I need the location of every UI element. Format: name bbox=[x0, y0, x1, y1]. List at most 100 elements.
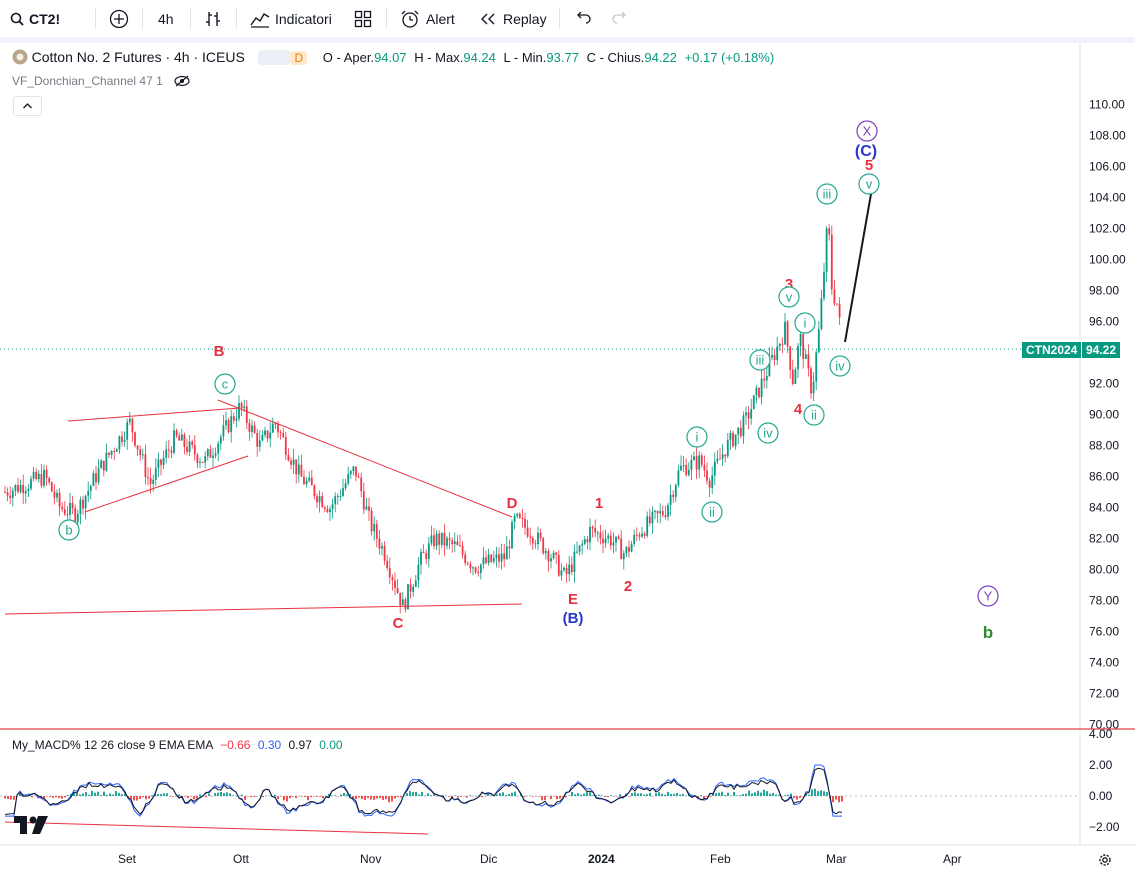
unit-selector[interactable]: lb bbox=[1083, 71, 1127, 91]
candle-body bbox=[755, 387, 758, 396]
macd-histogram-bar bbox=[178, 794, 180, 796]
redo-button[interactable] bbox=[611, 0, 629, 37]
macd-histogram-bar bbox=[52, 796, 54, 798]
macd-histogram-bar bbox=[394, 796, 396, 799]
settings-gear-icon[interactable] bbox=[1097, 852, 1113, 868]
wave-circle-iv2 bbox=[829, 355, 851, 377]
macd-histogram-bar bbox=[379, 796, 381, 798]
candle-body bbox=[126, 422, 129, 440]
candle-body bbox=[797, 346, 799, 370]
wave-label-one: 1 bbox=[595, 495, 603, 512]
macd-histogram-bar bbox=[733, 791, 735, 796]
macd-histogram-bar bbox=[811, 789, 813, 796]
macd-histogram-bar bbox=[604, 796, 606, 797]
undo-button[interactable] bbox=[574, 0, 592, 37]
macd-histogram-bar bbox=[166, 793, 168, 796]
interval-button[interactable]: 4h bbox=[158, 0, 174, 37]
wave-label-Bp: (B) bbox=[563, 610, 584, 627]
trend-line bbox=[217, 399, 513, 518]
alert-button[interactable]: Alert bbox=[400, 0, 455, 37]
macd-histogram-bar bbox=[535, 796, 537, 797]
macd-legend: My_MACD% 12 26 close 9 EMA EMA −0.66 0.3… bbox=[12, 738, 343, 752]
candle-body bbox=[461, 545, 464, 555]
candle-body bbox=[542, 538, 545, 554]
candle-body bbox=[222, 425, 225, 437]
macd-histogram-bar bbox=[772, 792, 774, 796]
macd-histogram-bar bbox=[412, 791, 414, 796]
candle-body bbox=[711, 475, 714, 488]
macd-histogram-bar bbox=[514, 791, 516, 796]
divider bbox=[559, 8, 560, 29]
currency-selector[interactable]: USX bbox=[1083, 47, 1129, 69]
candle-body bbox=[498, 554, 500, 562]
chart-type-button[interactable] bbox=[204, 0, 222, 37]
candle-body bbox=[594, 528, 597, 533]
time-label-mar: Mar bbox=[826, 852, 847, 866]
price-tick-label: 78.00 bbox=[1089, 594, 1119, 608]
candle-body bbox=[422, 551, 425, 554]
price-tick-label: 108.00 bbox=[1089, 129, 1126, 143]
compare-button[interactable] bbox=[109, 0, 129, 37]
candle-body bbox=[264, 430, 266, 436]
candle-body bbox=[232, 416, 235, 421]
macd-histogram-bar bbox=[553, 796, 555, 797]
wave-circle-v2 bbox=[858, 173, 880, 195]
candle-body bbox=[102, 460, 105, 471]
candle-body bbox=[487, 554, 490, 563]
templates-button[interactable] bbox=[354, 0, 372, 37]
candle-body bbox=[773, 354, 776, 361]
candle-body bbox=[804, 354, 807, 359]
symbol-search[interactable]: CT2! bbox=[10, 0, 60, 37]
macd-histogram-bar bbox=[151, 795, 153, 796]
macd-histogram-bar bbox=[55, 796, 57, 798]
indicators-button[interactable]: Indicatori bbox=[250, 0, 332, 37]
delayed-badge[interactable]: D bbox=[290, 51, 308, 65]
replay-button[interactable]: Replay bbox=[479, 0, 547, 37]
macd-histogram-bar bbox=[610, 795, 612, 796]
macd-histogram-bar bbox=[643, 794, 645, 796]
candle-body bbox=[175, 430, 178, 436]
time-label-2024: 2024 bbox=[588, 852, 615, 866]
candle-body bbox=[433, 535, 435, 547]
macd-histogram-bar bbox=[175, 796, 177, 797]
time-label-ott: Ott bbox=[233, 852, 250, 866]
candle-body bbox=[544, 551, 547, 554]
collapse-legend-button[interactable] bbox=[13, 96, 42, 116]
macd-histogram-bar bbox=[595, 794, 597, 796]
macd-histogram-bar bbox=[301, 796, 303, 797]
macd-histogram-bar bbox=[154, 794, 156, 796]
macd-histogram-bar bbox=[364, 796, 366, 800]
macd-histogram-bar bbox=[289, 796, 291, 799]
eye-hidden-icon[interactable] bbox=[174, 75, 190, 87]
macd-histogram-bar bbox=[799, 796, 801, 798]
macd-histogram-bar bbox=[76, 793, 78, 796]
macd-histogram-bar bbox=[742, 794, 744, 796]
wave-label-four: 4 bbox=[794, 401, 803, 418]
high-label: H - Max. bbox=[414, 50, 464, 65]
macd-histogram-bar bbox=[829, 796, 831, 799]
candle-body bbox=[799, 333, 802, 347]
macd-histogram-bar bbox=[607, 796, 609, 798]
macd-histogram-bar bbox=[565, 796, 567, 798]
macd-histogram-bar bbox=[319, 796, 321, 797]
macd-histogram-bar bbox=[397, 796, 399, 798]
macd-histogram-bar bbox=[346, 794, 348, 796]
candle-body bbox=[521, 517, 524, 519]
divider bbox=[386, 8, 387, 29]
candle-body bbox=[321, 496, 324, 508]
candle-body bbox=[323, 507, 326, 509]
close-label: C - Chius. bbox=[586, 50, 645, 65]
candle-body bbox=[240, 402, 243, 409]
candle-body bbox=[786, 321, 789, 347]
candle-body bbox=[745, 412, 747, 416]
candle-body bbox=[277, 423, 279, 433]
candle-body bbox=[9, 495, 12, 498]
macd-histogram-bar bbox=[433, 794, 435, 796]
macd-tick-label: 2.00 bbox=[1089, 758, 1113, 772]
macd-histogram-bar bbox=[250, 796, 252, 798]
candle-body bbox=[667, 505, 669, 517]
macd-histogram-bar bbox=[160, 794, 162, 796]
divider bbox=[236, 8, 237, 29]
candle-body bbox=[261, 435, 264, 441]
candle-body bbox=[427, 543, 430, 560]
